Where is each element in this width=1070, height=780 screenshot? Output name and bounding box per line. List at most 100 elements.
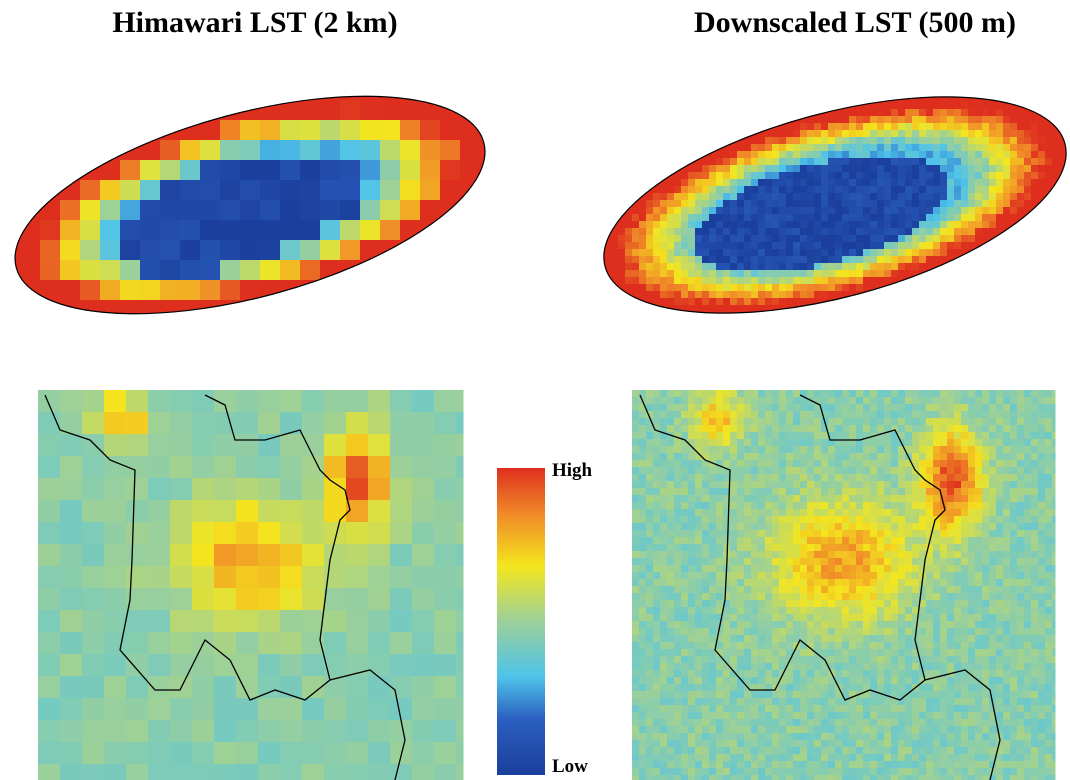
- pixel: [611, 116, 619, 124]
- pixel: [646, 333, 654, 341]
- pixel: [632, 67, 640, 75]
- pixel: [1017, 179, 1025, 187]
- pixel: [192, 500, 215, 523]
- pixel: [1010, 474, 1018, 482]
- pixel: [849, 60, 857, 68]
- pixel: [940, 221, 948, 229]
- pixel: [674, 453, 682, 461]
- pixel: [1066, 207, 1070, 215]
- pixel: [737, 418, 745, 426]
- pixel: [695, 263, 703, 271]
- pixel: [982, 516, 990, 524]
- pixel: [926, 277, 934, 285]
- pixel: [0, 200, 21, 221]
- pixel: [975, 186, 983, 194]
- pixel: [412, 566, 435, 589]
- pixel: [884, 137, 892, 145]
- pixel: [800, 319, 808, 327]
- pixel: [933, 207, 941, 215]
- pixel: [1031, 186, 1039, 194]
- pixel: [597, 263, 605, 271]
- pixel: [1052, 228, 1060, 236]
- pixel: [236, 742, 259, 765]
- pixel: [968, 425, 976, 433]
- pixel: [912, 481, 920, 489]
- pixel: [1038, 207, 1046, 215]
- pixel: [653, 347, 661, 351]
- pixel: [625, 256, 633, 264]
- pixel: [982, 186, 990, 194]
- pixel: [807, 207, 815, 215]
- pixel: [618, 221, 626, 229]
- pixel: [1045, 495, 1053, 503]
- pixel: [765, 144, 773, 152]
- pixel: [737, 88, 745, 96]
- pixel: [961, 186, 969, 194]
- pixel: [863, 95, 871, 103]
- pixel: [982, 312, 990, 320]
- pixel: [961, 200, 969, 208]
- pixel: [100, 320, 121, 341]
- pixel: [660, 544, 668, 552]
- pixel: [975, 446, 983, 454]
- pixel: [926, 116, 934, 124]
- pixel: [933, 404, 941, 412]
- pixel: [1017, 474, 1025, 482]
- pixel: [996, 172, 1004, 180]
- pixel: [1010, 137, 1018, 145]
- pixel: [856, 319, 864, 327]
- pixel: [856, 326, 864, 334]
- pixel: [793, 502, 801, 510]
- pixel: [695, 425, 703, 433]
- pixel: [716, 474, 724, 482]
- pixel: [737, 242, 745, 250]
- pixel: [1003, 81, 1011, 89]
- pixel: [660, 347, 668, 351]
- pixel: [744, 263, 752, 271]
- pixel: [863, 137, 871, 145]
- pixel: [786, 81, 794, 89]
- pixel: [420, 240, 441, 261]
- pixel: [926, 249, 934, 257]
- pixel: [1024, 123, 1032, 131]
- pixel: [849, 305, 857, 313]
- pixel: [1045, 291, 1053, 299]
- pixel: [180, 220, 201, 241]
- pixel: [702, 305, 710, 313]
- pixel: [933, 95, 941, 103]
- pixel: [947, 404, 955, 412]
- pixel: [870, 488, 878, 496]
- pixel: [1059, 291, 1067, 299]
- pixel: [660, 263, 668, 271]
- pixel: [863, 179, 871, 187]
- pixel: [751, 481, 759, 489]
- pixel: [597, 186, 605, 194]
- pixel: [368, 434, 391, 457]
- pixel: [779, 340, 787, 348]
- pixel: [786, 404, 794, 412]
- pixel: [1024, 137, 1032, 145]
- pixel: [611, 102, 619, 110]
- pixel: [870, 439, 878, 447]
- pixel: [688, 453, 696, 461]
- pixel: [240, 180, 261, 201]
- pixel: [975, 172, 983, 180]
- pixel: [80, 200, 101, 221]
- pixel: [1010, 256, 1018, 264]
- pixel: [324, 720, 347, 743]
- pixel: [772, 102, 780, 110]
- pixel: [898, 291, 906, 299]
- pixel: [688, 74, 696, 82]
- pixel: [723, 109, 731, 117]
- pixel: [702, 109, 710, 117]
- pixel: [140, 200, 161, 221]
- pixel: [779, 404, 787, 412]
- pixel: [716, 74, 724, 82]
- pixel: [786, 193, 794, 201]
- pixel: [975, 312, 983, 320]
- pixel: [751, 537, 759, 545]
- pixel: [863, 453, 871, 461]
- pixel: [688, 277, 696, 285]
- pixel: [1024, 326, 1032, 334]
- pixel: [737, 193, 745, 201]
